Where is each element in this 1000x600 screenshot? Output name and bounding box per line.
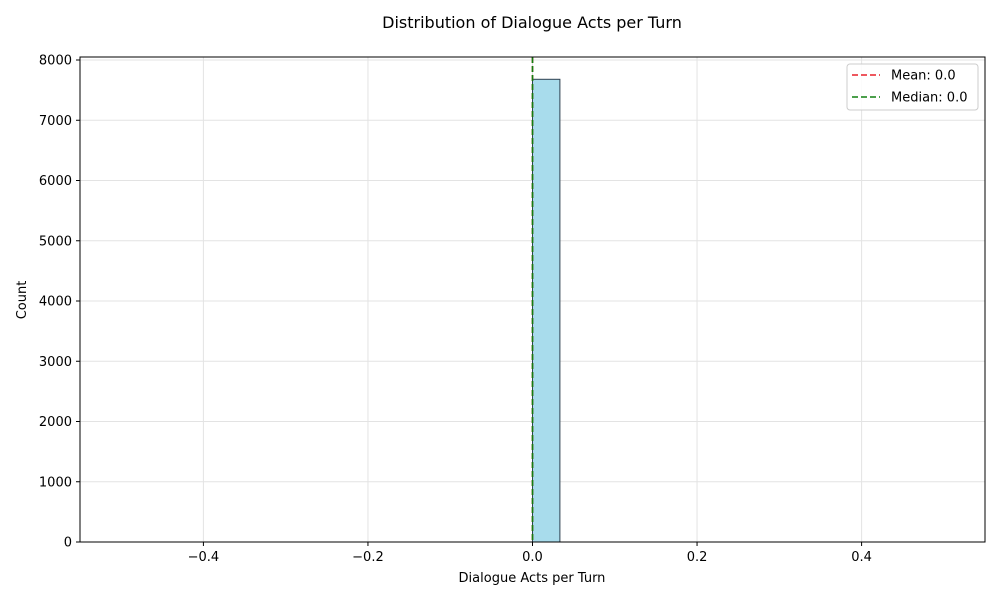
- y-tick-label: 6000: [39, 174, 72, 189]
- legend: Mean: 0.0 Median: 0.0: [846, 63, 979, 111]
- y-tick-label: 0: [64, 536, 72, 551]
- x-tick-label: −0.2: [352, 550, 384, 565]
- y-axis-ticks: 0 1000 2000 3000 4000 5000 6000 7000 8000: [39, 54, 80, 551]
- y-tick-label: 5000: [39, 234, 72, 249]
- y-axis-label: Count: [15, 281, 30, 320]
- x-axis-ticks: −0.4 −0.2 0.0 0.2 0.4: [188, 542, 872, 565]
- x-tick-label: 0.2: [687, 550, 708, 565]
- x-tick-label: −0.4: [188, 550, 220, 565]
- x-axis-label: Dialogue Acts per Turn: [459, 571, 606, 586]
- y-tick-label: 2000: [39, 415, 72, 430]
- y-tick-label: 3000: [39, 355, 72, 370]
- y-tick-label: 8000: [39, 54, 72, 69]
- median-legend-label: Median: 0.0: [891, 91, 967, 106]
- x-tick-label: 0.4: [851, 550, 872, 565]
- y-tick-label: 1000: [39, 475, 72, 490]
- y-tick-label: 4000: [39, 295, 72, 310]
- histogram-bar: [532, 78, 561, 543]
- mean-legend-label: Mean: 0.0: [891, 69, 956, 84]
- y-tick-label: 7000: [39, 114, 72, 129]
- x-tick-label: 0.0: [522, 550, 543, 565]
- chart-title: Distribution of Dialogue Acts per Turn: [382, 13, 682, 32]
